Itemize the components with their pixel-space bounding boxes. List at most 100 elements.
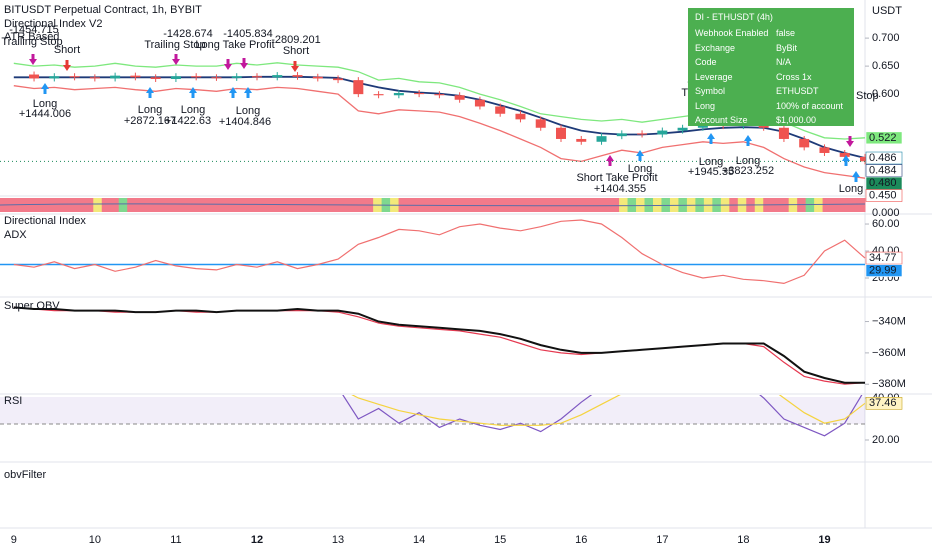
x-tick-label: 14 — [413, 534, 425, 546]
direction-segment — [508, 198, 518, 212]
panel-title: BITUSDT Perpetual Contract, 1h, BYBIT — [4, 4, 202, 16]
info-label: Symbol — [695, 86, 726, 96]
x-tick-label: 10 — [89, 534, 101, 546]
candle — [799, 138, 810, 148]
candle — [454, 95, 465, 100]
trade-label: Long — [736, 155, 760, 167]
candle — [373, 94, 384, 96]
info-label: Webhook Enabled — [695, 28, 769, 38]
trade-label: Long — [33, 98, 57, 110]
x-tick-label: 18 — [737, 534, 749, 546]
trade-label: -2809.201 — [271, 34, 321, 46]
direction-segment — [118, 198, 128, 212]
direction-segment — [59, 198, 69, 212]
candle — [616, 133, 627, 137]
price-badge — [865, 397, 903, 410]
price-badge-label: 37.46 — [869, 397, 897, 409]
trade-arrow — [29, 54, 37, 65]
info-value: Cross 1x — [776, 71, 812, 82]
price-badge-label: 0.522 — [869, 132, 897, 144]
trade-label: +3823.252 — [722, 165, 774, 177]
trade-arrow — [240, 58, 248, 69]
info-title: DI - ETHUSDT (4h) — [695, 12, 773, 22]
candle — [251, 76, 262, 78]
candle — [170, 76, 181, 80]
series-line — [13, 306, 865, 384]
candle — [758, 124, 769, 128]
trade-arrow — [63, 60, 71, 71]
direction-segment — [101, 198, 111, 212]
y-tick-label: 20.00 — [872, 434, 900, 446]
price-badge — [865, 164, 903, 177]
direction-segment — [593, 198, 603, 212]
candle — [677, 127, 688, 131]
direction-segment — [152, 198, 162, 212]
direction-segment — [542, 198, 552, 212]
direction-segment — [195, 198, 205, 212]
trade-arrow — [146, 87, 154, 98]
info-label: Leverage — [695, 71, 733, 82]
direction-segment — [127, 198, 137, 212]
direction-segment — [271, 198, 281, 212]
y-tick-label: 0.000 — [872, 207, 900, 219]
direction-segment — [33, 198, 43, 212]
x-tick-label: 12 — [251, 534, 263, 546]
candle — [89, 77, 100, 79]
candle — [434, 94, 445, 96]
direction-segment — [602, 198, 612, 212]
info-value: false — [776, 28, 796, 38]
direction-segment — [93, 198, 103, 212]
direction-segment — [50, 198, 60, 212]
x-tick-label: 17 — [656, 534, 668, 546]
trade-arrow — [606, 155, 614, 166]
x-tick-label: 15 — [494, 534, 506, 546]
direction-segment — [551, 198, 561, 212]
trade-arrow — [244, 87, 252, 98]
direction-segment — [76, 198, 86, 212]
candle — [657, 130, 668, 135]
price-badge — [865, 264, 903, 277]
band-line — [13, 85, 866, 179]
trade-label: Short — [54, 44, 80, 56]
trade-label: +1404.846 — [219, 116, 271, 128]
series-line — [342, 395, 863, 437]
panel-subtitle: ATR Based — [4, 31, 59, 43]
trade-label: Long — [699, 156, 723, 168]
series-group — [342, 395, 865, 437]
direction-segment — [585, 198, 595, 212]
direction-segment — [135, 198, 145, 212]
trade-arrow — [229, 87, 237, 98]
candle — [29, 74, 40, 79]
candle — [535, 119, 546, 128]
price-badge-label: 0.480 — [869, 177, 897, 189]
trade-arrow — [172, 54, 180, 65]
price-badge — [865, 189, 903, 202]
trade-arrow — [842, 155, 850, 166]
y-tick-label: −340M — [872, 315, 906, 327]
trade-label: +1422.63 — [165, 115, 211, 127]
y-tick-label: 0.600 — [872, 88, 900, 100]
x-tick-label: 13 — [332, 534, 344, 546]
x-tick-label: 11 — [170, 534, 181, 546]
trade-label: +1404.355 — [594, 183, 646, 195]
trade-arrow — [744, 135, 752, 146]
candle — [697, 124, 708, 128]
direction-segment — [576, 198, 586, 212]
info-label: Long — [695, 100, 716, 111]
trade-label: Long — [138, 104, 162, 116]
candle — [211, 77, 222, 79]
trade-label: +2872.167 — [124, 115, 176, 127]
candle — [49, 76, 60, 79]
candle — [576, 138, 587, 142]
info-label: Account Size — [695, 115, 748, 125]
y-tick-label: 40.00 — [872, 245, 900, 257]
trade-arrow — [291, 61, 299, 72]
direction-segment — [839, 198, 849, 212]
direction-segment — [84, 198, 94, 212]
trade-label: -1428.674 — [163, 28, 213, 40]
direction-segment — [220, 198, 230, 212]
candle — [150, 77, 161, 80]
series-group — [13, 219, 866, 285]
candle — [312, 76, 323, 79]
candle — [819, 147, 830, 153]
